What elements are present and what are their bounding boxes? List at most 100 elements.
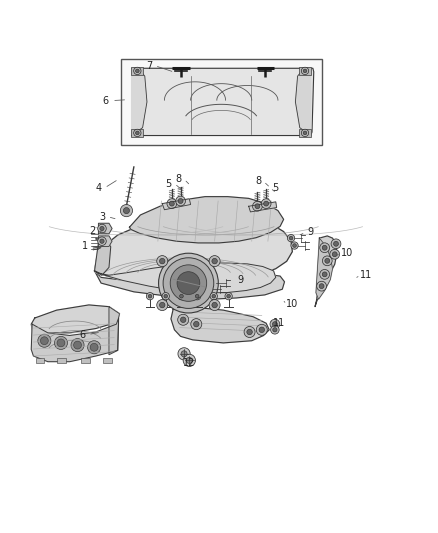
Circle shape <box>157 256 168 266</box>
Circle shape <box>135 69 139 72</box>
Polygon shape <box>132 68 314 135</box>
Circle shape <box>334 241 339 246</box>
Circle shape <box>322 245 327 250</box>
Circle shape <box>159 302 165 308</box>
Circle shape <box>227 294 230 298</box>
Circle shape <box>176 196 185 206</box>
Circle shape <box>320 270 329 279</box>
Circle shape <box>90 343 98 351</box>
Text: 10: 10 <box>286 300 298 310</box>
Text: 8: 8 <box>176 174 182 184</box>
Circle shape <box>271 326 279 334</box>
Circle shape <box>272 322 277 327</box>
Circle shape <box>40 337 48 345</box>
Polygon shape <box>31 318 119 362</box>
Text: 6: 6 <box>80 329 86 340</box>
Circle shape <box>159 259 165 264</box>
Circle shape <box>170 265 207 301</box>
Circle shape <box>157 300 168 311</box>
Circle shape <box>331 239 341 249</box>
Text: 4: 4 <box>96 183 102 193</box>
Circle shape <box>134 129 141 136</box>
Text: 11: 11 <box>360 270 373 280</box>
Circle shape <box>289 236 293 240</box>
Circle shape <box>124 207 130 214</box>
Circle shape <box>301 67 309 75</box>
Circle shape <box>186 357 192 364</box>
Polygon shape <box>316 238 332 299</box>
Circle shape <box>209 256 220 266</box>
Circle shape <box>167 199 177 208</box>
Text: 2: 2 <box>89 225 95 236</box>
Polygon shape <box>95 271 285 299</box>
Bar <box>103 358 112 364</box>
Polygon shape <box>95 215 292 283</box>
Circle shape <box>247 329 252 335</box>
Circle shape <box>135 131 139 135</box>
Polygon shape <box>171 306 269 343</box>
Circle shape <box>38 334 51 348</box>
Circle shape <box>330 249 339 259</box>
Circle shape <box>180 317 186 322</box>
Circle shape <box>332 252 337 257</box>
Circle shape <box>320 243 329 253</box>
Circle shape <box>212 259 217 264</box>
Circle shape <box>177 272 200 295</box>
Circle shape <box>100 227 104 231</box>
Text: 9: 9 <box>307 228 314 237</box>
Text: 6: 6 <box>102 95 109 106</box>
Polygon shape <box>95 263 276 293</box>
Circle shape <box>164 294 168 298</box>
Bar <box>131 67 144 75</box>
Bar <box>131 128 144 138</box>
Circle shape <box>100 239 104 244</box>
Circle shape <box>319 284 324 288</box>
Circle shape <box>270 319 280 329</box>
Circle shape <box>261 199 271 208</box>
Circle shape <box>120 205 133 217</box>
Circle shape <box>287 235 295 242</box>
Circle shape <box>303 69 307 72</box>
Circle shape <box>159 253 218 313</box>
Polygon shape <box>249 202 277 212</box>
Polygon shape <box>31 305 120 333</box>
Polygon shape <box>295 68 311 135</box>
Text: 8: 8 <box>255 176 261 187</box>
Circle shape <box>212 294 215 298</box>
Circle shape <box>195 294 199 298</box>
Circle shape <box>170 201 174 206</box>
Circle shape <box>98 237 106 246</box>
Circle shape <box>210 293 217 300</box>
Circle shape <box>317 281 326 291</box>
Polygon shape <box>132 68 147 135</box>
Text: 5: 5 <box>166 179 172 189</box>
Circle shape <box>54 336 67 350</box>
Circle shape <box>57 339 65 347</box>
Circle shape <box>74 341 81 349</box>
Circle shape <box>181 351 187 357</box>
Circle shape <box>264 201 268 206</box>
Text: 1: 1 <box>82 240 88 251</box>
Polygon shape <box>99 223 112 234</box>
Text: 9: 9 <box>237 276 243 286</box>
Text: 12: 12 <box>183 358 195 368</box>
Circle shape <box>255 204 260 209</box>
Circle shape <box>212 302 217 308</box>
Circle shape <box>256 324 267 335</box>
Polygon shape <box>162 199 191 210</box>
Circle shape <box>146 293 154 300</box>
Circle shape <box>98 224 106 233</box>
Circle shape <box>178 348 190 360</box>
Text: 3: 3 <box>99 212 105 222</box>
Text: 11: 11 <box>273 318 286 328</box>
Circle shape <box>183 354 195 367</box>
Circle shape <box>88 341 101 354</box>
Circle shape <box>191 319 202 329</box>
Text: 7: 7 <box>146 61 152 71</box>
Circle shape <box>325 259 330 263</box>
Circle shape <box>134 67 141 75</box>
Text: 5: 5 <box>272 183 279 193</box>
Circle shape <box>148 294 152 298</box>
Polygon shape <box>95 236 111 275</box>
Circle shape <box>225 293 232 300</box>
